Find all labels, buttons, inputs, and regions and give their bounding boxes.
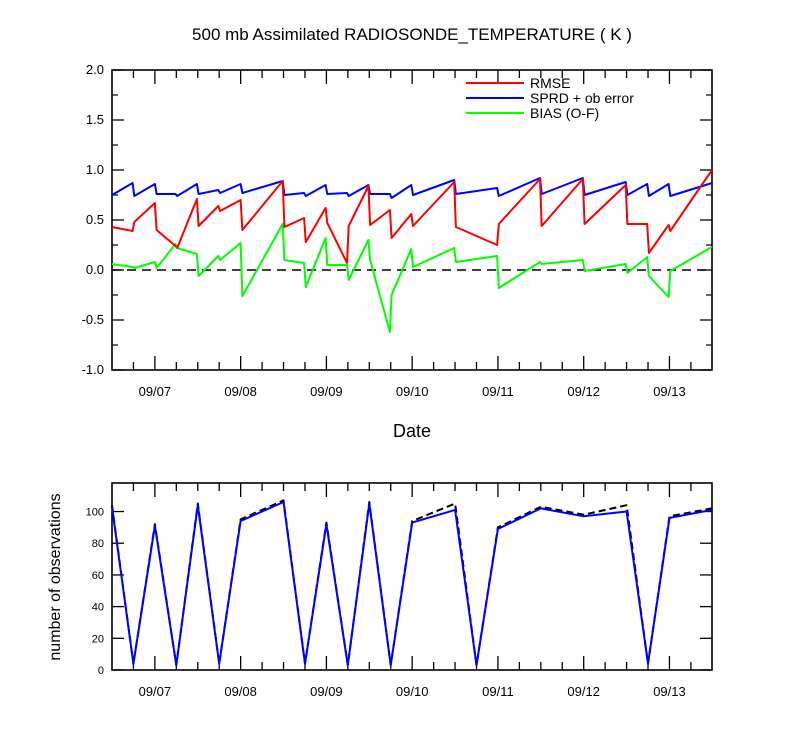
legend-label: BIAS (O-F) (530, 105, 599, 121)
legend-label: RMSE (530, 75, 570, 91)
x-tick-label: 09/12 (567, 384, 600, 399)
y-tick-label: 20 (92, 633, 104, 645)
y-tick-label: 2.0 (86, 62, 104, 77)
top-plot: 09/07 09/08 09/09 09/10 09/11 09/12 09/13 -1.0 -… (82, 62, 713, 399)
y-tick-label: 0.0 (86, 262, 104, 277)
x-tick-label: 09/11 (482, 684, 514, 699)
x-tick-label: 09/09 (310, 684, 343, 699)
y-tick-label: 60 (92, 570, 104, 582)
series-line-observations-used (111, 501, 713, 667)
y-tick-label: -1.0 (82, 362, 104, 377)
legend-label: SPRD + ob error (530, 90, 634, 106)
y-tick-label: 100 (86, 507, 104, 519)
y-tick-label: 0 (98, 665, 104, 677)
x-tick-label: 09/08 (224, 384, 257, 399)
y-tick-label: 40 (92, 602, 104, 614)
x-tick-label: 09/07 (139, 684, 172, 699)
y-tick-label: -0.5 (82, 312, 104, 327)
series-line-sprd-ob-error (111, 177, 713, 199)
x-tick-label: 09/13 (653, 384, 686, 399)
x-axis-label: Date (393, 421, 431, 441)
x-tick-label: 09/12 (567, 684, 600, 699)
y-tick-label: 1.5 (86, 112, 104, 127)
bottom-plot: 09/07 09/08 09/09 09/10 09/11 09/12 09/13 0 20 40… (86, 482, 713, 699)
x-tick-label: 09/13 (653, 684, 686, 699)
y-tick-label: 1.0 (86, 162, 104, 177)
y-tick-label: 80 (92, 538, 104, 550)
series-line-bias-o-f (111, 223, 713, 333)
x-tick-label: 09/09 (310, 384, 343, 399)
bottom-y-axis-label: number of observations (47, 493, 64, 660)
y-tick-label: 0.5 (86, 212, 104, 227)
x-tick-label: 09/07 (139, 384, 172, 399)
x-tick-label: 09/10 (396, 384, 429, 399)
x-tick-label: 09/08 (224, 684, 257, 699)
x-tick-label: 09/10 (396, 684, 429, 699)
x-tick-label: 09/11 (482, 384, 514, 399)
chart-title: 500 mb Assimilated RADIOSONDE_TEMPERATUR… (192, 25, 632, 44)
series-line-rmse (111, 169, 713, 264)
